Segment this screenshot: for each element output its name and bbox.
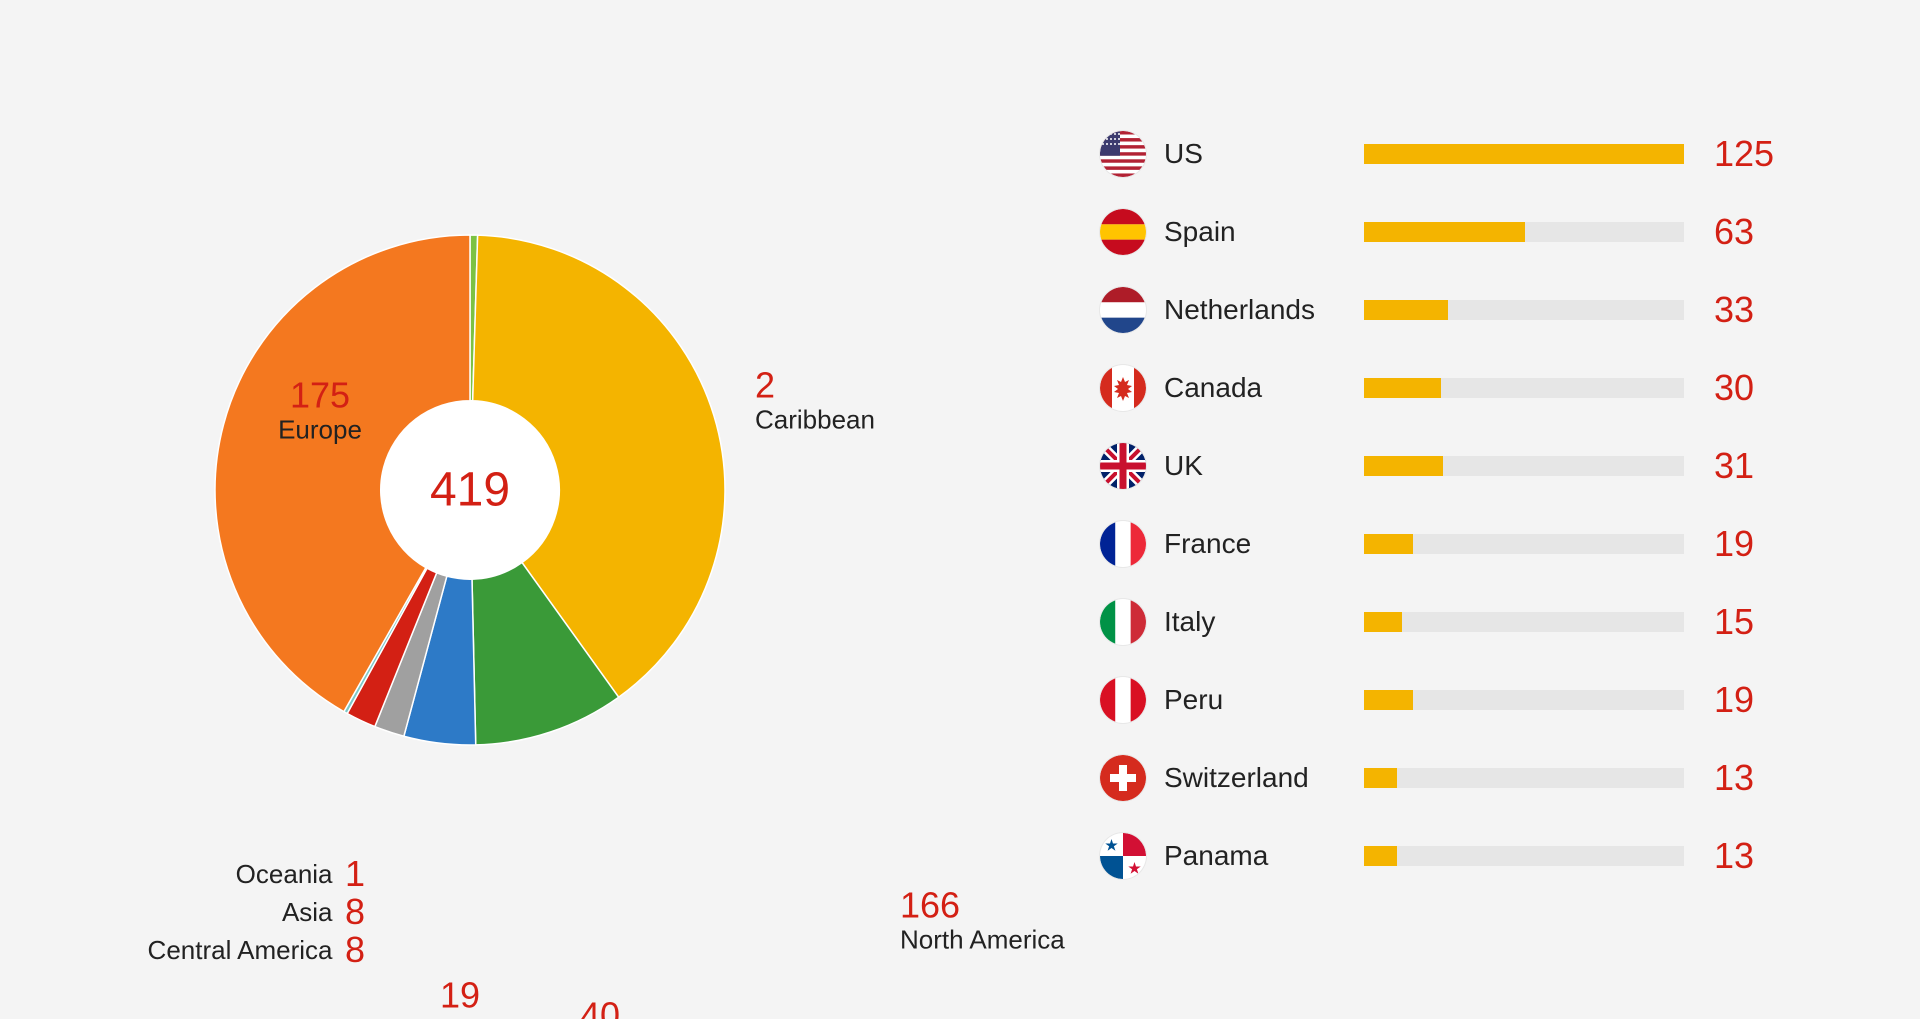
country-name: France — [1164, 528, 1364, 560]
donut-label-value: 8 — [345, 891, 365, 933]
donut-label-value: 8 — [345, 929, 365, 971]
bar-track — [1364, 456, 1684, 476]
bar-row: Spain 63 — [1100, 198, 1840, 266]
donut-label-name: Caribbean — [755, 405, 875, 436]
bar-row: Italy 15 — [1100, 588, 1840, 656]
bar-track — [1364, 144, 1684, 164]
donut-label-name: Central America — [148, 935, 333, 966]
bar-row: Netherlands 33 — [1100, 276, 1840, 344]
donut-label-central_america: Central America 8 — [148, 929, 365, 971]
donut-label-value: 2 — [755, 365, 875, 407]
donut-label-value: 19 — [415, 975, 505, 1017]
bar-fill — [1364, 846, 1397, 866]
flag-icon — [1100, 287, 1146, 333]
bar-fill — [1364, 534, 1413, 554]
bar-value: 19 — [1714, 523, 1814, 565]
bar-fill — [1364, 222, 1525, 242]
country-name: Panama — [1164, 840, 1364, 872]
donut-label-name: Multiple — [415, 1015, 505, 1019]
country-name: Canada — [1164, 372, 1364, 404]
donut-label-asia: Asia 8 — [282, 891, 365, 933]
bar-track — [1364, 612, 1684, 632]
flag-icon — [1100, 365, 1146, 411]
bar-value: 13 — [1714, 835, 1814, 877]
bar-fill — [1364, 144, 1684, 164]
bar-row: Canada 30 — [1100, 354, 1840, 422]
country-name: Netherlands — [1164, 294, 1364, 326]
country-name: UK — [1164, 450, 1364, 482]
bar-value: 13 — [1714, 757, 1814, 799]
bar-fill — [1364, 768, 1397, 788]
donut-label-south_america: 40 South America — [515, 995, 684, 1019]
bar-track — [1364, 300, 1684, 320]
flag-icon — [1100, 131, 1146, 177]
flag-icon — [1100, 443, 1146, 489]
donut-label-value: 40 — [515, 995, 684, 1019]
donut-label-name: Asia — [282, 897, 333, 928]
country-name: Spain — [1164, 216, 1364, 248]
bar-value: 31 — [1714, 445, 1814, 487]
bar-row: Panama 13 — [1100, 822, 1840, 890]
country-bar-chart: US 125 Spain 63 Netherla — [1100, 120, 1840, 900]
donut-chart: 419 — [200, 220, 740, 760]
bar-row: Switzerland 13 — [1100, 744, 1840, 812]
country-name: US — [1164, 138, 1364, 170]
donut-label-oceania: Oceania 1 — [236, 853, 365, 895]
chart-stage: 419 175 Europe 2 Caribbean 166 North Ame… — [0, 0, 1920, 1019]
country-name: Peru — [1164, 684, 1364, 716]
bar-row: US 125 — [1100, 120, 1840, 188]
bar-value: 19 — [1714, 679, 1814, 721]
donut-label-name: North America — [900, 925, 1065, 956]
flag-icon — [1100, 755, 1146, 801]
bar-track — [1364, 222, 1684, 242]
bar-track — [1364, 768, 1684, 788]
bar-value: 63 — [1714, 211, 1814, 253]
bar-row: France 19 — [1100, 510, 1840, 578]
flag-icon — [1100, 599, 1146, 645]
bar-row: Peru 19 — [1100, 666, 1840, 734]
donut-label-value: 1 — [345, 853, 365, 895]
bar-value: 15 — [1714, 601, 1814, 643]
bar-fill — [1364, 690, 1413, 710]
bar-row: UK 31 — [1100, 432, 1840, 500]
bar-fill — [1364, 456, 1443, 476]
donut-label-caribbean: 2 Caribbean — [755, 365, 875, 436]
flag-icon — [1100, 209, 1146, 255]
donut-label-name: Oceania — [236, 859, 333, 890]
flag-icon — [1100, 677, 1146, 723]
flag-icon — [1100, 833, 1146, 879]
country-name: Switzerland — [1164, 762, 1364, 794]
bar-value: 125 — [1714, 133, 1814, 175]
bar-fill — [1364, 378, 1441, 398]
donut-center-value: 419 — [430, 463, 510, 518]
flag-icon — [1100, 521, 1146, 567]
donut-label-multiple: 19 Multiple — [415, 975, 505, 1019]
bar-track — [1364, 378, 1684, 398]
bar-fill — [1364, 300, 1448, 320]
bar-fill — [1364, 612, 1402, 632]
bar-track — [1364, 690, 1684, 710]
donut-label-north_america: 166 North America — [900, 885, 1065, 956]
bar-value: 30 — [1714, 367, 1814, 409]
bar-value: 33 — [1714, 289, 1814, 331]
donut-label-value: 166 — [900, 885, 1065, 927]
bar-track — [1364, 534, 1684, 554]
country-name: Italy — [1164, 606, 1364, 638]
bar-track — [1364, 846, 1684, 866]
